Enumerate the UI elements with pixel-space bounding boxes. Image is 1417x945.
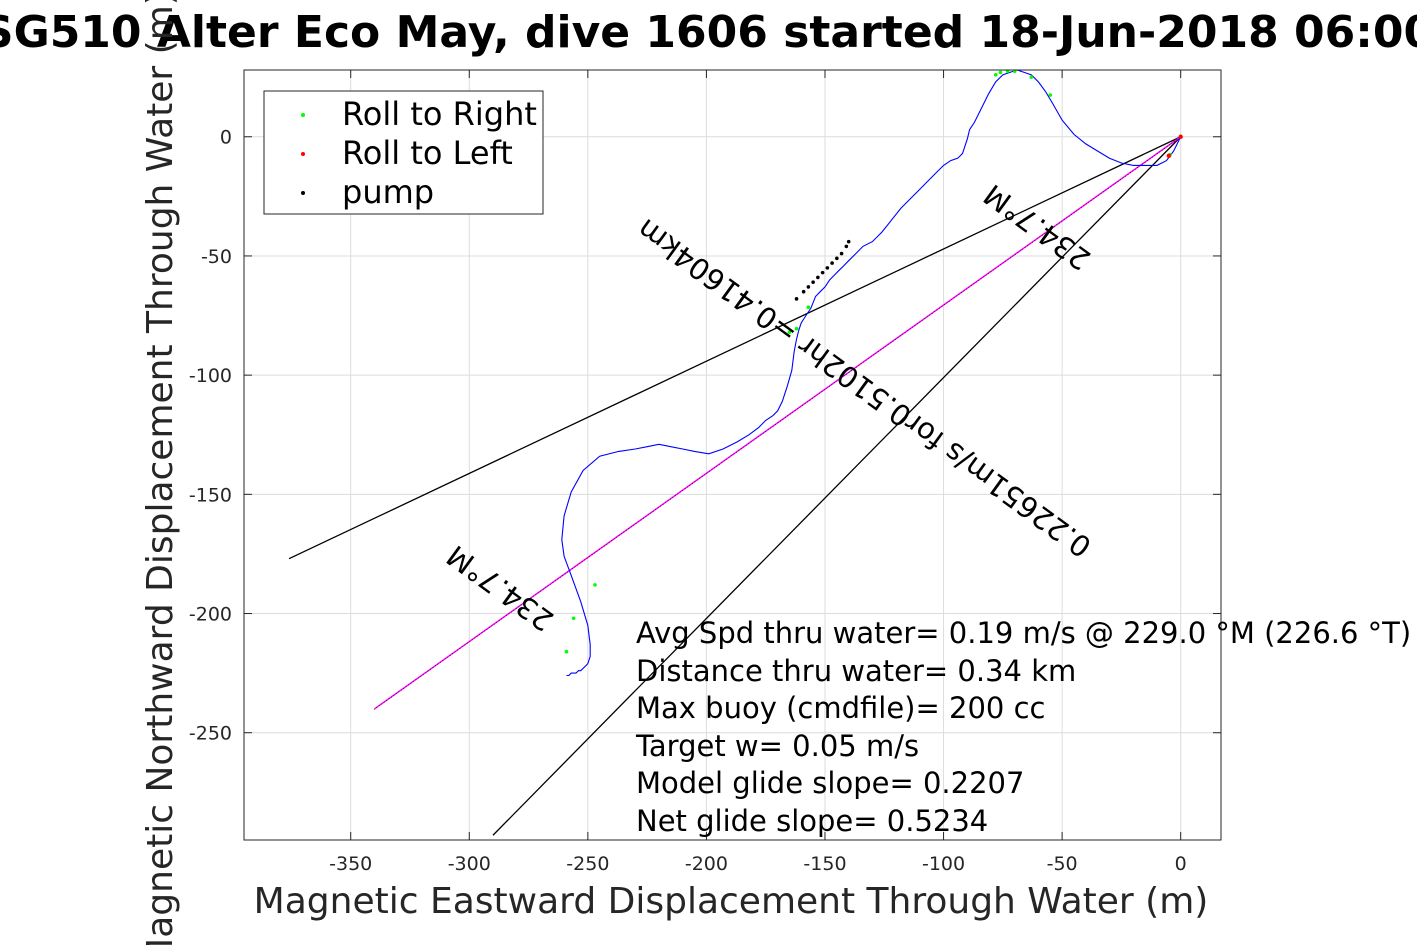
pump-point	[839, 251, 844, 256]
pump-point	[801, 289, 806, 294]
pump-point	[835, 256, 839, 261]
x-tick-label: -350	[329, 853, 372, 875]
roll-right-point	[571, 616, 576, 621]
y-tick-label: -200	[189, 604, 232, 626]
axes-box	[243, 69, 1222, 841]
x-axis-label: Magnetic Eastward Displacement Through W…	[254, 881, 1209, 922]
y-tick-label: -100	[189, 365, 232, 387]
heading-cone-line	[492, 136, 1182, 836]
legend-marker-roll-right	[301, 113, 305, 117]
roll-left-point	[1178, 134, 1183, 139]
stat-target-w: Target w= 0.05 m/s	[635, 729, 919, 763]
pump-point	[811, 280, 815, 284]
roll-right-point	[787, 330, 792, 335]
pump-point	[816, 275, 820, 280]
roll-right-point	[806, 305, 811, 309]
grid	[244, 70, 1221, 840]
roll-right-point	[998, 70, 1003, 75]
data-layer	[288, 69, 1183, 836]
x-tick-label: -250	[566, 853, 609, 875]
x-tick-label: -50	[1047, 853, 1078, 875]
y-tick-label: -250	[189, 723, 232, 745]
stat-model-glide: Model glide slope= 0.2207	[636, 766, 1024, 800]
legend-box	[263, 90, 544, 215]
x-tick-label: -100	[922, 853, 965, 875]
pump-point	[820, 270, 825, 275]
legend-label-pump: pump	[342, 173, 434, 211]
ticks: -350 -300 -250 -200 -150 -100 -50 0 0 -50 -100 -150…	[189, 70, 1221, 875]
stats-block: Avg Spd thru water= 0.19 m/s @ 229.0 °M …	[635, 616, 1411, 838]
roll-right-point	[1029, 75, 1034, 79]
stat-distance: Distance thru water= 0.34 km	[636, 654, 1076, 688]
legend-marker-roll-left	[301, 152, 305, 156]
y-tick-label: -50	[201, 246, 232, 268]
dive-track-line	[561, 69, 1182, 677]
roll-right-point	[593, 583, 597, 587]
y-axis-label: Magnetic Northward Displacement Through …	[140, 0, 181, 945]
y-tick-label: -150	[189, 484, 232, 506]
legend-label-roll-left: Roll to Left	[342, 134, 513, 172]
legend: Roll to Right Roll to Left pump	[263, 90, 544, 215]
roll-right-point	[564, 649, 569, 654]
stat-max-buoy: Max buoy (cmdfile)= 200 cc	[636, 691, 1045, 725]
legend-label-roll-right: Roll to Right	[342, 95, 537, 133]
pump-point	[830, 261, 834, 265]
roll-right-point	[993, 72, 998, 77]
pump-point	[806, 285, 811, 289]
x-tick-label: -150	[803, 853, 846, 875]
stat-avg-speed: Avg Spd thru water= 0.19 m/s @ 229.0 °M …	[636, 616, 1411, 650]
heading-cone-line	[288, 136, 1181, 560]
y-tick-label: 0	[220, 127, 232, 149]
stat-net-glide: Net glide slope= 0.5234	[636, 804, 988, 838]
roll-left-point	[1166, 153, 1172, 159]
roll-right-point	[1048, 93, 1053, 97]
pump-point	[825, 266, 830, 270]
chart-title: SG510 Alter Eco May, dive 1606 started 1…	[0, 7, 1417, 58]
legend-marker-pump	[301, 191, 305, 195]
pump-point	[794, 297, 799, 301]
x-tick-label: 0	[1175, 853, 1187, 875]
roll-right-point	[794, 326, 799, 331]
x-tick-label: -300	[448, 853, 491, 875]
x-tick-label: -200	[685, 853, 728, 875]
pump-point	[844, 244, 849, 249]
pump-point	[846, 239, 851, 244]
